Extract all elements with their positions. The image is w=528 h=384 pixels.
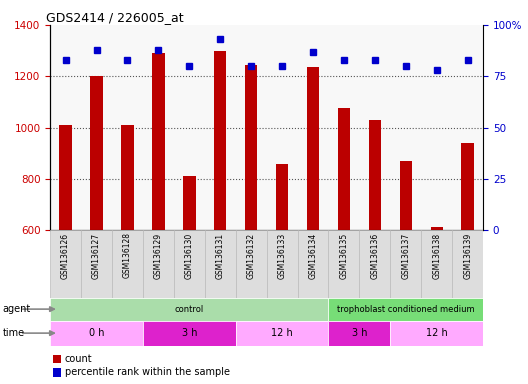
Text: GSM136132: GSM136132 — [247, 232, 256, 278]
Text: GSM136139: GSM136139 — [463, 232, 472, 279]
Text: GSM136138: GSM136138 — [432, 232, 441, 278]
Bar — [60, 125, 72, 230]
Text: GSM136134: GSM136134 — [308, 232, 317, 279]
Bar — [245, 65, 257, 230]
Text: control: control — [175, 305, 204, 314]
Bar — [214, 51, 227, 230]
Bar — [50, 230, 81, 298]
Text: time: time — [3, 328, 25, 338]
Bar — [81, 230, 112, 298]
Bar — [90, 76, 103, 230]
Bar — [328, 298, 483, 321]
Text: count: count — [65, 354, 92, 364]
Bar — [430, 227, 443, 230]
Bar — [152, 53, 165, 230]
Bar — [390, 321, 483, 346]
Bar — [143, 321, 235, 346]
Text: GSM136130: GSM136130 — [185, 232, 194, 279]
Bar — [360, 230, 390, 298]
Text: GSM136128: GSM136128 — [123, 232, 132, 278]
Bar — [338, 108, 350, 230]
Text: GSM136127: GSM136127 — [92, 232, 101, 278]
Bar — [121, 125, 134, 230]
Bar — [235, 230, 267, 298]
Text: GSM136137: GSM136137 — [401, 232, 410, 279]
Text: GSM136136: GSM136136 — [370, 232, 380, 279]
Text: 3 h: 3 h — [182, 328, 197, 338]
Bar — [461, 143, 474, 230]
Bar — [390, 230, 421, 298]
Bar — [50, 298, 328, 321]
Bar — [183, 177, 195, 230]
Text: 12 h: 12 h — [426, 328, 448, 338]
Text: 0 h: 0 h — [89, 328, 105, 338]
Text: percentile rank within the sample: percentile rank within the sample — [65, 367, 230, 377]
Text: GDS2414 / 226005_at: GDS2414 / 226005_at — [46, 11, 183, 24]
Text: agent: agent — [3, 304, 31, 314]
Text: trophoblast conditioned medium: trophoblast conditioned medium — [337, 305, 475, 314]
Bar — [276, 164, 288, 230]
Bar — [205, 230, 235, 298]
Bar — [112, 230, 143, 298]
Text: 3 h: 3 h — [352, 328, 367, 338]
Bar — [369, 120, 381, 230]
Bar — [298, 230, 328, 298]
Bar — [421, 230, 452, 298]
Text: GSM136131: GSM136131 — [216, 232, 225, 278]
Bar — [400, 161, 412, 230]
Bar — [235, 321, 328, 346]
Text: GSM136133: GSM136133 — [278, 232, 287, 279]
Text: 12 h: 12 h — [271, 328, 293, 338]
Text: GSM136126: GSM136126 — [61, 232, 70, 278]
Bar — [328, 321, 390, 346]
Text: GSM136129: GSM136129 — [154, 232, 163, 278]
Bar — [174, 230, 205, 298]
Bar — [143, 230, 174, 298]
Bar — [267, 230, 298, 298]
Bar — [307, 67, 319, 230]
Bar — [452, 230, 483, 298]
Bar — [328, 230, 360, 298]
Bar — [50, 321, 143, 346]
Text: GSM136135: GSM136135 — [340, 232, 348, 279]
